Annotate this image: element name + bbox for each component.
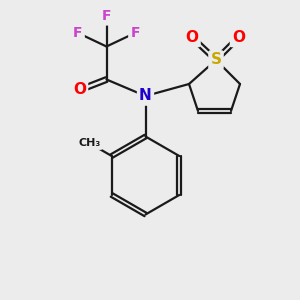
Text: N: N: [139, 88, 152, 104]
Text: F: F: [73, 26, 83, 40]
Text: F: F: [102, 10, 111, 23]
Text: O: O: [73, 82, 86, 98]
Text: S: S: [211, 52, 221, 68]
Text: O: O: [232, 30, 245, 45]
Text: CH₃: CH₃: [79, 138, 101, 148]
Text: O: O: [185, 30, 199, 45]
Text: F: F: [130, 26, 140, 40]
